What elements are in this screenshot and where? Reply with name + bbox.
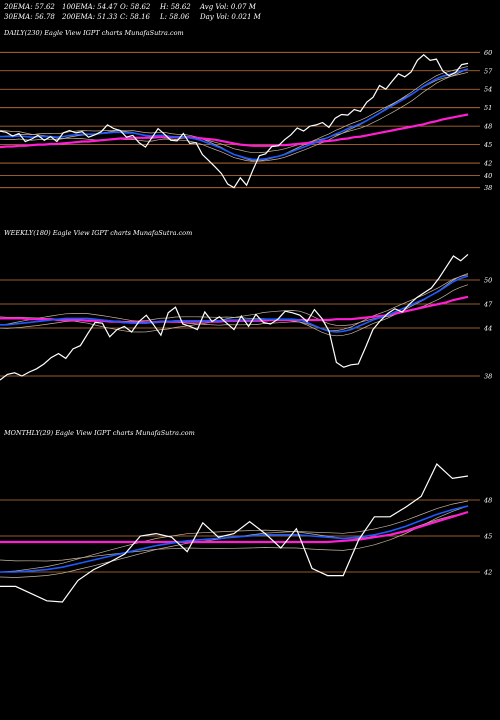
monthly-y-tick-42: 42 bbox=[483, 569, 492, 577]
daily-y-tick-42: 42 bbox=[483, 160, 492, 168]
weekly-ema-band-1 bbox=[0, 273, 469, 337]
weekly-ema-band-0 bbox=[0, 274, 469, 331]
monthly-price-line bbox=[0, 463, 469, 603]
monthly-panel-title: MONTHLY(29) Eagle View IGPT charts Munaf… bbox=[4, 429, 195, 437]
header-close: C: 58.16 bbox=[120, 13, 150, 21]
weekly-price-line bbox=[0, 253, 469, 381]
daily-ema-band-0 bbox=[0, 71, 469, 162]
monthly-ema-band-2 bbox=[0, 505, 469, 562]
header-ema20: 20EMA: 57.62 bbox=[4, 3, 55, 11]
daily-y-tick-45: 45 bbox=[483, 141, 492, 149]
header-ema30: 30EMA: 56.78 bbox=[4, 13, 55, 21]
daily-price-line bbox=[0, 54, 469, 189]
daily-ema-fast-line bbox=[0, 68, 469, 161]
header-ema100: 100EMA: 54.47 bbox=[62, 3, 118, 11]
monthly-ema-200-line bbox=[0, 510, 469, 544]
weekly-ema-band-2 bbox=[0, 284, 469, 333]
header-low: L: 58.06 bbox=[160, 13, 190, 21]
weekly-y-tick-47: 47 bbox=[483, 301, 493, 309]
weekly-ema-fast-line bbox=[0, 275, 469, 333]
header-high: H: 58.62 bbox=[160, 3, 191, 11]
daily-y-tick-51: 51 bbox=[484, 104, 492, 112]
daily-ema-200-line bbox=[0, 113, 469, 149]
monthly-ema-fast-line bbox=[0, 505, 469, 573]
daily-ema-band-2 bbox=[0, 68, 469, 154]
daily-ema-band-1 bbox=[0, 65, 469, 162]
header-open: O: 58.62 bbox=[120, 3, 151, 11]
monthly-y-tick-45: 45 bbox=[483, 533, 492, 541]
daily-y-tick-60: 60 bbox=[484, 49, 492, 57]
daily-y-tick-54: 54 bbox=[484, 86, 492, 94]
weekly-y-tick-38: 38 bbox=[484, 373, 492, 381]
weekly-panel-title: WEEKLY(180) Eagle View IGPT charts Munaf… bbox=[4, 229, 193, 237]
daily-y-tick-38: 38 bbox=[484, 184, 492, 192]
weekly-y-tick-50: 50 bbox=[484, 277, 492, 285]
header-ema200: 200EMA: 51.33 bbox=[62, 13, 118, 21]
daily-y-tick-48: 48 bbox=[483, 123, 492, 131]
daily-panel-title: DAILY(230) Eagle View IGPT charts Munafa… bbox=[4, 29, 184, 37]
header-avg-vol: Avg Vol: 0.07 M bbox=[200, 3, 256, 11]
monthly-y-tick-48: 48 bbox=[483, 497, 492, 505]
daily-y-tick-57: 57 bbox=[484, 67, 493, 75]
daily-y-tick-40: 40 bbox=[483, 172, 492, 180]
weekly-y-tick-44: 44 bbox=[483, 325, 492, 333]
header-day-vol: Day Vol: 0.021 M bbox=[200, 13, 261, 21]
